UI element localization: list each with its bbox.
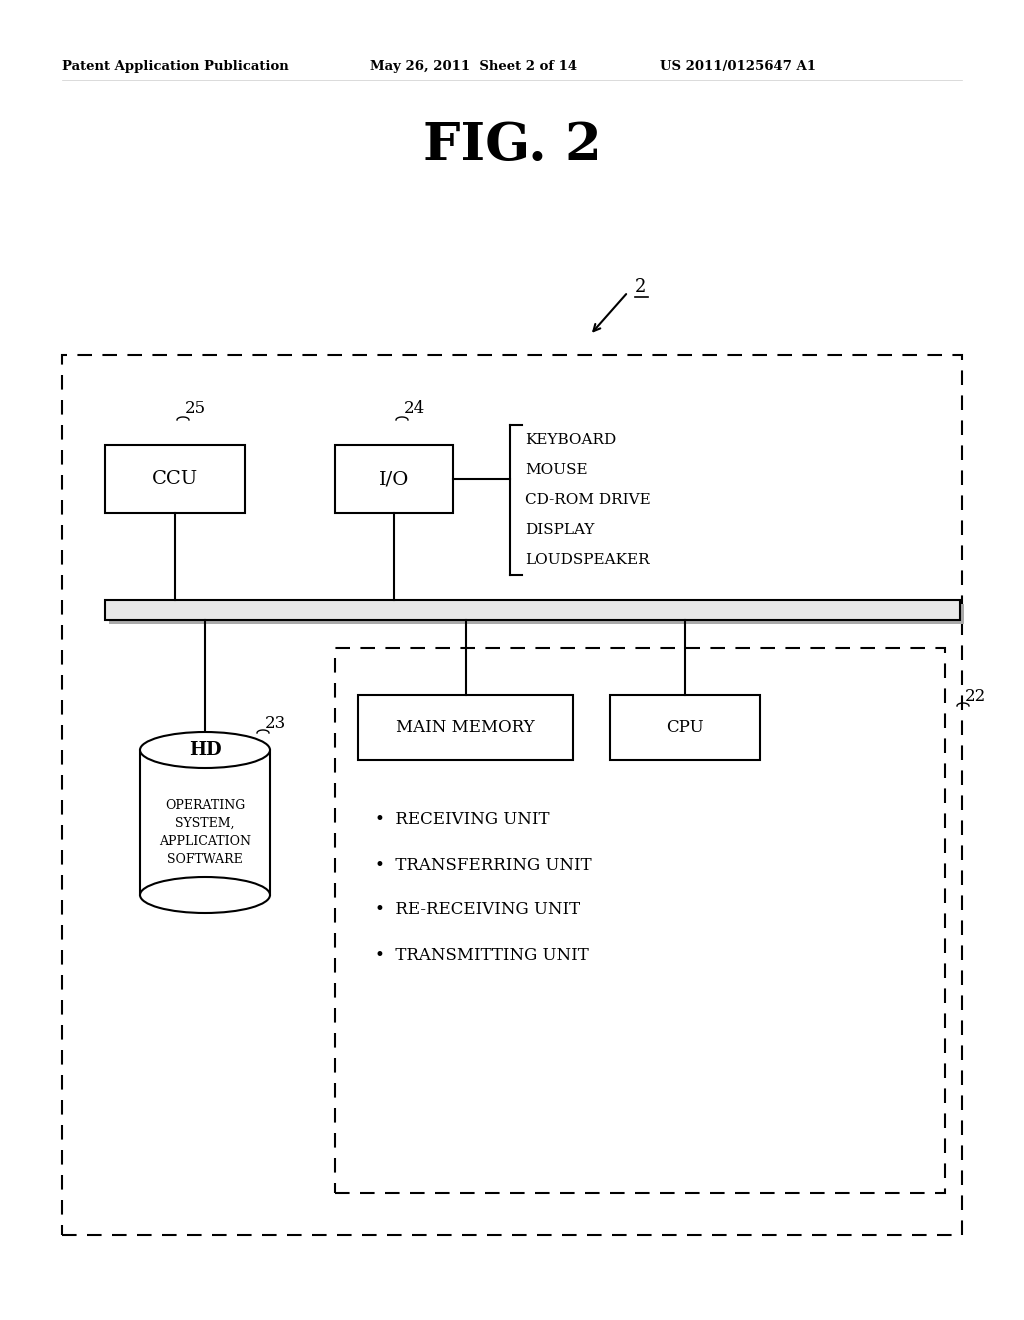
Text: LOUDSPEAKER: LOUDSPEAKER bbox=[525, 553, 649, 568]
Text: •  TRANSFERRING UNIT: • TRANSFERRING UNIT bbox=[375, 857, 592, 874]
Ellipse shape bbox=[140, 733, 270, 768]
Text: CD-ROM DRIVE: CD-ROM DRIVE bbox=[525, 492, 650, 507]
Text: 23: 23 bbox=[265, 715, 287, 733]
Bar bbox=[62, 355, 962, 1236]
Text: 22: 22 bbox=[965, 688, 986, 705]
Text: CPU: CPU bbox=[667, 719, 703, 737]
Ellipse shape bbox=[140, 876, 270, 913]
Text: MAIN MEMORY: MAIN MEMORY bbox=[396, 719, 535, 737]
Text: MOUSE: MOUSE bbox=[525, 463, 588, 477]
Bar bbox=[105, 445, 245, 513]
Bar bbox=[109, 605, 964, 624]
Text: FIG. 2: FIG. 2 bbox=[423, 120, 601, 172]
Text: US 2011/0125647 A1: US 2011/0125647 A1 bbox=[660, 59, 816, 73]
Bar bbox=[335, 445, 453, 513]
Bar bbox=[610, 696, 760, 760]
Text: CCU: CCU bbox=[152, 470, 198, 488]
Text: •  RE-RECEIVING UNIT: • RE-RECEIVING UNIT bbox=[375, 902, 581, 919]
Bar bbox=[105, 601, 961, 620]
Text: •  RECEIVING UNIT: • RECEIVING UNIT bbox=[375, 812, 550, 829]
Text: 2: 2 bbox=[635, 279, 646, 296]
Text: OPERATING
SYSTEM,
APPLICATION
SOFTWARE: OPERATING SYSTEM, APPLICATION SOFTWARE bbox=[159, 799, 251, 866]
Text: May 26, 2011  Sheet 2 of 14: May 26, 2011 Sheet 2 of 14 bbox=[370, 59, 578, 73]
Bar bbox=[358, 696, 573, 760]
Bar bbox=[335, 648, 945, 1193]
Text: DISPLAY: DISPLAY bbox=[525, 523, 594, 537]
Text: 25: 25 bbox=[185, 400, 206, 417]
Text: I/O: I/O bbox=[379, 470, 410, 488]
Text: Patent Application Publication: Patent Application Publication bbox=[62, 59, 289, 73]
Text: •  TRANSMITTING UNIT: • TRANSMITTING UNIT bbox=[375, 946, 589, 964]
Text: HD: HD bbox=[188, 741, 221, 759]
Text: 24: 24 bbox=[404, 400, 425, 417]
Text: KEYBOARD: KEYBOARD bbox=[525, 433, 616, 447]
